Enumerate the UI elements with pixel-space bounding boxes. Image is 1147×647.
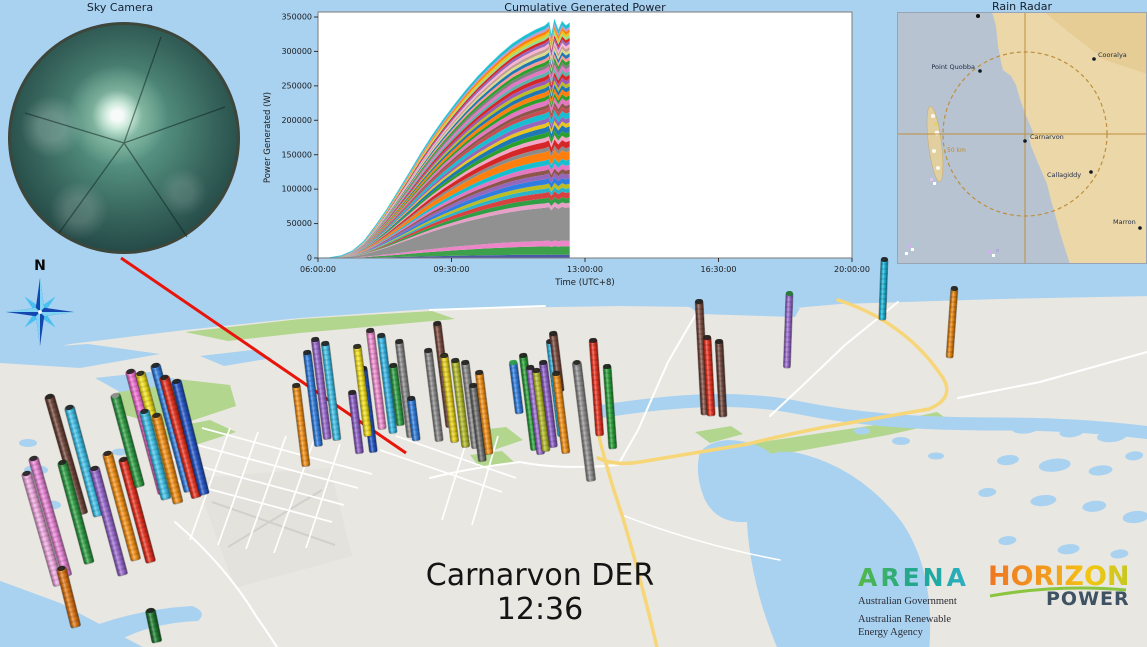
radar-title: Rain Radar bbox=[991, 0, 1053, 13]
svg-text:16:30:00: 16:30:00 bbox=[701, 265, 737, 274]
radar-place-name: Cooralya bbox=[1098, 51, 1127, 59]
arena-logo: ARENA Australian Government Australian R… bbox=[858, 565, 969, 639]
horizon-wordmark: HORIZON bbox=[988, 563, 1138, 590]
arena-line2: Australian Renewable bbox=[858, 614, 952, 626]
radar-place-dot bbox=[1023, 139, 1027, 143]
der-generation-bar bbox=[603, 364, 617, 450]
arena-wordmark: ARENA bbox=[858, 563, 969, 592]
cumulative-power-chart: Cumulative Generated Power 0 50000 100000 1… bbox=[250, 0, 890, 300]
clock-time: 12:36 bbox=[496, 592, 584, 627]
chart-title: Cumulative Generated Power bbox=[504, 1, 666, 14]
page-title: Carnarvon DER bbox=[425, 558, 655, 593]
horizon-power-logo: HORIZON POWER bbox=[988, 563, 1138, 609]
radar-island bbox=[926, 105, 944, 183]
der-generation-bar bbox=[292, 383, 311, 467]
svg-text:13:00:00: 13:00:00 bbox=[567, 265, 603, 274]
svg-text:100000: 100000 bbox=[281, 185, 312, 194]
radar-inland-desert bbox=[1045, 12, 1147, 74]
radar-map: Point Quobba Cooralya Carnarvon Callagiddy M… bbox=[897, 12, 1147, 264]
der-generation-bar bbox=[145, 607, 162, 644]
horizon-swoosh-icon bbox=[989, 586, 1127, 598]
radar-land bbox=[992, 12, 1147, 264]
radar-place-labels: Point Quobba Cooralya Carnarvon Callagiddy M… bbox=[931, 51, 1142, 230]
sky-camera-panel: Sky Camera bbox=[0, 0, 250, 260]
svg-text:Power Generated (W): Power Generated (W) bbox=[263, 92, 273, 183]
radar-rain-echoes bbox=[905, 178, 999, 257]
svg-text:Time (UTC+8): Time (UTC+8) bbox=[554, 278, 615, 288]
compass-rose-icon: N bbox=[6, 258, 74, 346]
sky-camera-image bbox=[8, 22, 240, 254]
horizon-power-word: POWER bbox=[1046, 588, 1130, 610]
rain-radar-panel: Rain Radar bbox=[897, 0, 1147, 264]
der-generation-bar bbox=[589, 338, 604, 437]
svg-text:50000: 50000 bbox=[287, 219, 312, 228]
map-water bbox=[0, 306, 1147, 647]
radar-crosshair bbox=[897, 12, 1147, 264]
svg-text:20:00:00: 20:00:00 bbox=[834, 265, 870, 274]
der-generation-bar bbox=[783, 291, 793, 369]
sky-camera-title: Sky Camera bbox=[86, 1, 154, 14]
radar-place-dot bbox=[1089, 170, 1093, 174]
sky-camera-spokes bbox=[24, 36, 226, 238]
map-roads-yellow bbox=[594, 298, 949, 647]
arena-line3: Energy Agency bbox=[858, 627, 923, 639]
svg-text:200000: 200000 bbox=[281, 116, 312, 125]
der-generation-bar bbox=[715, 339, 728, 418]
svg-text:250000: 250000 bbox=[281, 81, 312, 90]
radar-place-dot bbox=[1092, 57, 1096, 61]
map-town-grid bbox=[159, 427, 517, 554]
radar-place-name: Marron bbox=[1113, 218, 1136, 226]
svg-text:09:30:00: 09:30:00 bbox=[434, 265, 470, 274]
arena-line1: Australian Government bbox=[858, 596, 957, 607]
svg-text:300000: 300000 bbox=[281, 47, 312, 56]
radar-place-dot bbox=[1138, 226, 1142, 230]
svg-text:0: 0 bbox=[307, 254, 312, 263]
svg-text:350000: 350000 bbox=[281, 13, 312, 22]
der-generation-bar bbox=[946, 286, 958, 359]
radar-range-label: 50 km bbox=[947, 147, 966, 154]
radar-place-name: Point Quobba bbox=[931, 63, 975, 71]
radar-coast-dot bbox=[976, 14, 980, 18]
compass-north-label: N bbox=[34, 258, 46, 274]
chart-plot: 0 50000 100000 150000 200000 250000 300000 3500… bbox=[263, 11, 870, 288]
svg-text:150000: 150000 bbox=[281, 150, 312, 159]
svg-text:06:00:00: 06:00:00 bbox=[300, 265, 336, 274]
radar-place-name: Callagiddy bbox=[1047, 171, 1081, 179]
radar-place-dot bbox=[978, 69, 982, 73]
radar-place-name: Carnarvon bbox=[1030, 133, 1064, 141]
map-roads-white bbox=[174, 301, 1147, 647]
